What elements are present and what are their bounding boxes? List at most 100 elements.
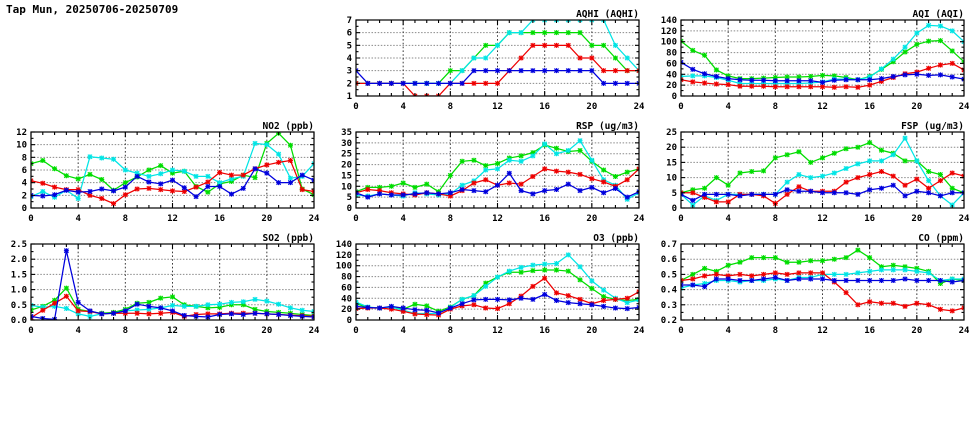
- data-point: [276, 180, 282, 186]
- data-point: [702, 265, 708, 271]
- data-point: [228, 299, 234, 305]
- data-point: [937, 306, 943, 312]
- data-point: [690, 79, 696, 85]
- data-point: [612, 68, 618, 74]
- x-tick-label: 16: [539, 214, 550, 224]
- chart-title-so2: SO2 (ppb): [263, 233, 314, 244]
- data-point: [530, 42, 536, 48]
- data-point: [796, 81, 802, 87]
- data-point: [518, 264, 524, 270]
- data-point: [902, 193, 908, 199]
- data-point: [796, 172, 802, 178]
- plot-area-co: [681, 247, 964, 314]
- data-point: [612, 305, 618, 311]
- y-tick-label: 1.0: [11, 286, 27, 296]
- data-point: [287, 305, 293, 311]
- data-point: [240, 312, 246, 318]
- data-point: [400, 180, 406, 186]
- data-point: [843, 277, 849, 283]
- data-point: [796, 149, 802, 155]
- data-point: [217, 183, 223, 189]
- data-point: [158, 295, 164, 301]
- data-point: [725, 273, 731, 279]
- data-point: [690, 66, 696, 72]
- data-point: [483, 167, 489, 173]
- data-point: [612, 80, 618, 86]
- data-point: [553, 168, 559, 174]
- data-point: [577, 138, 583, 144]
- data-point: [831, 77, 837, 83]
- data-point: [843, 179, 849, 185]
- data-point: [819, 72, 826, 78]
- y-tick-label: 0.5: [11, 301, 27, 311]
- data-point: [75, 176, 81, 182]
- data-point: [483, 42, 489, 48]
- data-point: [252, 296, 258, 302]
- data-point: [122, 184, 128, 190]
- data-point: [377, 80, 383, 86]
- data-point: [914, 268, 920, 274]
- data-point: [542, 291, 548, 297]
- data-point: [601, 80, 607, 86]
- data-point: [949, 48, 955, 54]
- data-point: [459, 187, 465, 193]
- data-point: [436, 80, 442, 86]
- y-tick-label: 0.5: [661, 270, 677, 280]
- data-point: [542, 68, 548, 74]
- data-point: [867, 277, 873, 283]
- x-tick-label: 8: [773, 102, 778, 112]
- data-point: [146, 306, 152, 312]
- data-point: [784, 259, 790, 265]
- data-point: [577, 68, 583, 74]
- data-point: [772, 84, 778, 90]
- data-point: [63, 285, 69, 291]
- data-point: [518, 181, 524, 187]
- data-point: [412, 191, 418, 197]
- data-point: [772, 81, 778, 87]
- data-point: [483, 283, 489, 289]
- y-tick-label: 140: [661, 16, 677, 26]
- data-point: [796, 74, 802, 80]
- data-point: [506, 68, 512, 74]
- data-point: [690, 271, 696, 277]
- data-point: [831, 84, 837, 90]
- data-point: [890, 59, 896, 65]
- data-point: [749, 273, 755, 279]
- y-tick-label: 0: [347, 204, 352, 214]
- data-point: [867, 74, 873, 80]
- data-point: [937, 277, 943, 283]
- data-point: [459, 182, 465, 188]
- data-point: [494, 296, 501, 302]
- data-point: [299, 307, 305, 313]
- data-point: [819, 276, 826, 282]
- y-tick-label: 2: [347, 79, 352, 89]
- data-point: [240, 299, 246, 305]
- page-title: Tap Mun, 20250706-20250709: [6, 3, 179, 16]
- x-tick-label: 12: [817, 102, 828, 112]
- data-point: [565, 268, 571, 274]
- data-point: [690, 197, 696, 203]
- data-point: [365, 305, 371, 311]
- data-point: [843, 165, 849, 171]
- y-tick-label: 100: [336, 262, 352, 272]
- data-point: [193, 303, 199, 309]
- x-tick-label: 4: [400, 102, 406, 112]
- data-point: [843, 190, 849, 196]
- y-tick-label: 0: [672, 204, 677, 214]
- data-point: [75, 189, 81, 195]
- data-point: [146, 173, 152, 179]
- data-point: [553, 145, 559, 151]
- data-point: [612, 185, 618, 191]
- data-point: [483, 68, 489, 74]
- y-tick-label: 0.2: [661, 316, 677, 326]
- data-point: [819, 84, 826, 90]
- data-point: [843, 290, 849, 296]
- data-point: [914, 30, 920, 36]
- data-point: [725, 199, 731, 205]
- data-point: [169, 294, 176, 300]
- data-point: [506, 297, 512, 303]
- data-point: [412, 307, 418, 313]
- y-tick-label: 20: [341, 161, 352, 171]
- x-tick-label: 24: [959, 326, 970, 336]
- data-point: [702, 194, 708, 200]
